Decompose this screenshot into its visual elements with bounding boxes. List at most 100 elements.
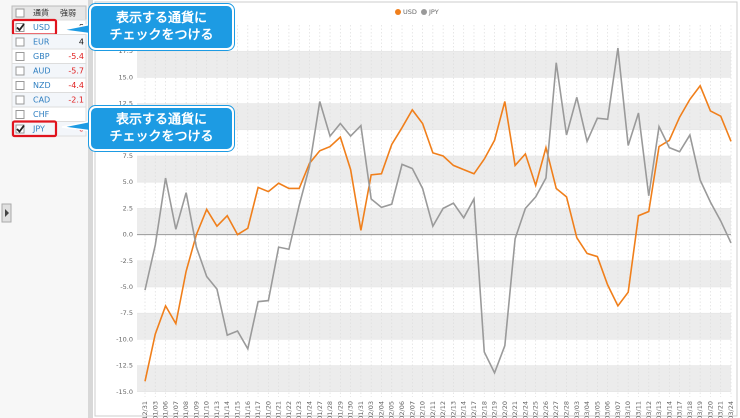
- x-tick-label: 03/14: [665, 401, 673, 418]
- x-tick-label: 01/13: [213, 401, 221, 418]
- checkbox[interactable]: [15, 37, 25, 47]
- y-tick-label: -10.0: [116, 335, 133, 343]
- checkmark: [16, 23, 25, 32]
- y-tick-label: -2.5: [120, 257, 133, 265]
- currency-name: AUD: [33, 66, 51, 75]
- callout-border: [88, 3, 235, 51]
- currency-name: CHF: [33, 110, 50, 119]
- x-tick-label: 03/05: [593, 401, 601, 418]
- collapse-arrow: [5, 209, 9, 217]
- x-tick-label: 03/17: [676, 401, 684, 418]
- strength-value: -5.7: [68, 66, 84, 75]
- y-tick-label: 0.0: [123, 231, 133, 239]
- grid-band: [137, 155, 731, 183]
- callout-text: 表示する通貨に: [115, 10, 207, 26]
- strength-value: -2.1: [68, 95, 84, 104]
- y-tick-label: 17.5: [119, 47, 133, 55]
- x-tick-label: 02/13: [449, 401, 457, 418]
- callout-text: チェックをつける: [109, 130, 213, 145]
- x-tick-label: 03/04: [583, 401, 591, 418]
- checkbox[interactable]: [15, 66, 25, 76]
- y-tick-label: -12.5: [116, 362, 133, 370]
- checkbox[interactable]: [15, 81, 25, 90]
- x-tick-label: 01/08: [182, 401, 190, 418]
- y-tick-label: 15.0: [119, 73, 133, 81]
- grid-band: [137, 260, 731, 287]
- grid-band: [137, 103, 731, 130]
- x-tick-label: 03/18: [686, 401, 694, 418]
- x-tick-label: 02/28: [563, 401, 571, 418]
- x-tick-label: 02/14: [460, 401, 468, 418]
- x-tick-label: 01/20: [264, 401, 272, 418]
- y-tick-label: -5.0: [120, 283, 133, 291]
- y-tick-label: -7.5: [120, 309, 133, 317]
- x-tick-label: 03/24: [727, 401, 735, 418]
- x-tick-label: 01/03: [151, 401, 159, 418]
- x-tick-label: 12/31: [141, 401, 149, 418]
- checkbox[interactable]: [15, 52, 25, 61]
- x-tick-label: 01/09: [192, 401, 200, 418]
- series-line: [144, 84, 732, 382]
- callout-text: 表示する通貨に: [115, 112, 207, 128]
- strength-value: 4: [79, 37, 84, 46]
- x-tick-label: 01/14: [223, 401, 231, 418]
- checkmark: [16, 124, 25, 133]
- x-tick-label: 02/26: [542, 401, 550, 418]
- y-tick-label: 2.5: [123, 204, 133, 212]
- x-tick-label: 02/12: [439, 401, 447, 418]
- x-tick-label: 01/16: [244, 401, 252, 418]
- x-tick-label: 01/27: [316, 401, 324, 418]
- x-tick-label: 02/06: [398, 401, 406, 418]
- checkbox[interactable]: [15, 110, 25, 119]
- y-tick-label: 7.5: [123, 152, 133, 160]
- series-line: [144, 47, 732, 375]
- x-tick-label: 03/13: [655, 401, 663, 418]
- x-tick-label: 01/17: [254, 401, 262, 418]
- x-tick-label: 02/03: [367, 401, 375, 418]
- legend-swatch[interactable]: [421, 9, 427, 15]
- x-tick-label: 02/05: [388, 401, 396, 418]
- x-tick-label: 03/10: [624, 401, 632, 418]
- x-tick-label: 03/11: [634, 401, 642, 418]
- currency-name: USD: [33, 23, 50, 32]
- highlight-box: [11, 120, 58, 138]
- checkbox[interactable]: [15, 23, 25, 32]
- x-tick-label: 03/12: [645, 401, 653, 418]
- x-tick-label: 02/25: [532, 401, 540, 418]
- y-tick-label: -15.0: [116, 388, 133, 396]
- x-tick-label: 01/31: [357, 401, 365, 418]
- checkbox[interactable]: [15, 95, 25, 105]
- splitter: [88, 0, 93, 418]
- x-tick-label: 03/19: [696, 401, 704, 418]
- chart: 12/31 01/03 01/06 01/07 01/08 01/09 01/10 01/13…: [116, 8, 735, 418]
- legend-label[interactable]: JPY: [428, 8, 439, 16]
- strength-value: -4.4: [68, 81, 84, 90]
- header-label: 強弱: [60, 8, 76, 18]
- currency-name: GBP: [33, 52, 50, 61]
- grid-band: [137, 313, 731, 340]
- header-checkbox: [15, 8, 25, 18]
- currency-table: 通貨強弱USD8EUR4GBP-5.4AUD-5.7NZD-4.4CAD-2.1…: [11, 5, 87, 138]
- x-tick-label: 01/29: [336, 401, 344, 418]
- callout-box: [89, 106, 234, 151]
- checkbox[interactable]: [15, 124, 25, 134]
- legend-label[interactable]: USD: [403, 8, 417, 16]
- x-tick-label: 02/20: [501, 401, 509, 418]
- legend-swatch[interactable]: [395, 9, 401, 15]
- grid-band: [137, 51, 731, 78]
- x-tick-label: 01/23: [295, 401, 303, 418]
- currency-name: CAD: [33, 95, 50, 104]
- x-tick-label: 02/04: [377, 401, 385, 418]
- x-tick-label: 03/21: [717, 401, 725, 418]
- callout-text: チェックをつける: [109, 28, 213, 43]
- x-tick-label: 02/18: [480, 401, 488, 418]
- strength-value: -5.4: [68, 52, 84, 61]
- x-tick-label: 01/07: [172, 401, 180, 418]
- y-tick-label: 12.5: [119, 100, 133, 108]
- currency-name: NZD: [33, 81, 51, 90]
- x-tick-label: 01/30: [347, 401, 355, 418]
- x-tick-label: 01/24: [305, 401, 313, 418]
- grid-band: [137, 208, 731, 235]
